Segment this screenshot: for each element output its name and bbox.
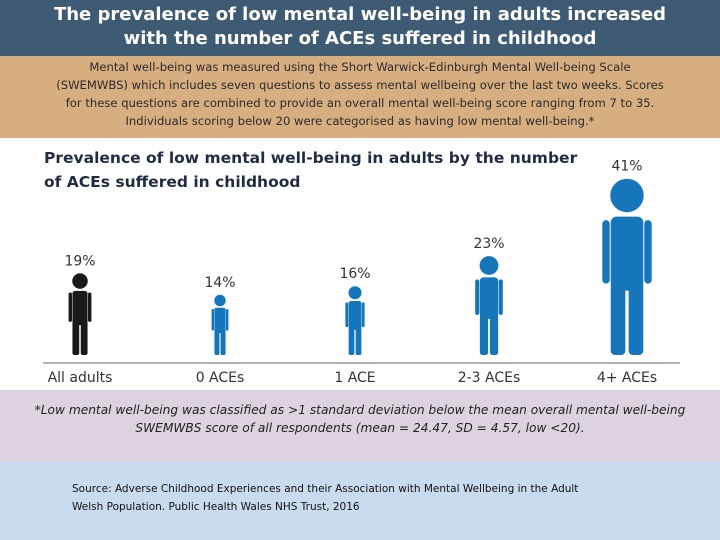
ace-prevalence-chart: Prevalence of low mental well-being in a…	[43, 149, 680, 386]
value-label: 16%	[339, 266, 370, 282]
person-icon-4-aces	[602, 178, 652, 355]
category-label: 0 ACEs	[196, 370, 245, 386]
category-label: 2-3 ACEs	[458, 370, 521, 386]
source-panel: Source: Adverse Childhood Experiences an…	[0, 462, 720, 540]
footnote-line-2: SWEMWBS score of all respondents (mean =…	[135, 421, 585, 435]
description-line-1: Mental well-being was measured using the…	[89, 60, 631, 74]
value-label: 41%	[611, 159, 642, 175]
category-label: 1 ACE	[334, 370, 375, 386]
person-icon-1-ace	[345, 286, 365, 355]
description-panel: Mental well-being was measured using the…	[0, 56, 720, 138]
description-line-3: for these questions are combined to prov…	[65, 96, 655, 110]
chart-title-line-1: Prevalence of low mental well-being in a…	[44, 149, 578, 167]
value-label: 19%	[64, 253, 95, 269]
header-banner: The prevalence of low mental well-being …	[0, 0, 720, 56]
category-label: 4+ ACEs	[597, 370, 657, 386]
footnote-panel: *Low mental well-being was classified as…	[0, 390, 720, 462]
description-line-4: Individuals scoring below 20 were catego…	[125, 114, 595, 128]
category-label: All adults	[48, 370, 113, 386]
chart-title-line-2: of ACEs suffered in childhood	[44, 173, 300, 191]
chart-panel: Prevalence of low mental well-being in a…	[0, 138, 720, 390]
value-label: 23%	[473, 236, 504, 252]
source-line-1: Source: Adverse Childhood Experiences an…	[72, 483, 579, 495]
person-icon-2-3-aces	[475, 256, 503, 355]
person-icon-0-aces	[211, 294, 229, 355]
description-line-2: (SWEMWBS) which includes seven questions…	[56, 78, 664, 92]
page-title-line-1: The prevalence of low mental well-being …	[53, 4, 667, 25]
page-title-line-2: with the number of ACEs suffered in chil…	[123, 28, 597, 49]
source-line-2: Welsh Population. Public Health Wales NH…	[72, 501, 360, 513]
value-label: 14%	[204, 275, 235, 291]
person-icon-all-adults	[68, 273, 92, 355]
footnote-line-1: *Low mental well-being was classified as…	[34, 403, 686, 417]
